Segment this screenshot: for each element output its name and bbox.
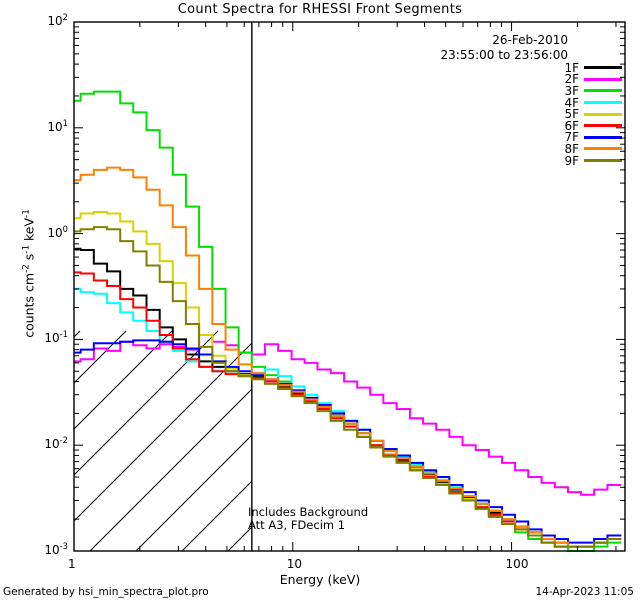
legend-item-2f: 2F — [564, 72, 622, 87]
x-tick-label: 100 — [505, 557, 529, 571]
legend-label: 3F — [564, 83, 579, 98]
y-tick-label: 10-3 — [44, 541, 68, 557]
page-title: Count Spectra for RHESSI Front Segments — [177, 2, 463, 17]
series-line-8f — [74, 166, 622, 548]
legend-color-swatch — [584, 77, 622, 81]
header-date: 26-Feb-2010 — [492, 33, 568, 47]
y-tick-label: 101 — [47, 117, 68, 134]
series-line-9f — [74, 226, 622, 548]
x-tick-label: 10 — [286, 557, 303, 571]
legend-label: 7F — [564, 130, 579, 145]
legend-label: 8F — [564, 141, 579, 156]
footer-generator: Generated by hsi_min_spectra_plot.pro — [3, 586, 209, 598]
legend-label: 9F — [564, 153, 579, 168]
header-time-range: 23:55:00 to 23:56:00 — [440, 48, 568, 62]
legend-label: 6F — [564, 118, 579, 133]
legend-color-swatch — [584, 147, 622, 151]
legend-color-swatch — [584, 66, 622, 70]
legend-color-swatch — [584, 89, 622, 93]
legend-label: 5F — [564, 107, 579, 122]
legend-item-3f: 3F — [564, 85, 622, 97]
x-axis-label: Energy (keV) — [279, 572, 361, 587]
legend-item-9f: 9F — [564, 155, 622, 167]
legend-label: 2F — [564, 72, 579, 87]
y-tick-label: 100 — [47, 223, 68, 240]
x-tick-label: 1 — [68, 557, 76, 571]
hatched-exclusion-region — [74, 330, 252, 551]
y-axis-label: counts cm-2 s-1 keV-1 — [21, 209, 37, 338]
legend-color-swatch — [584, 124, 622, 128]
legend-color-swatch — [584, 135, 622, 139]
legend-color-swatch — [584, 101, 622, 105]
legend-item-5f: 5F — [564, 108, 622, 120]
legend-item-7f: 7F — [564, 130, 622, 145]
footer-timestamp: 14-Apr-2023 11:05 — [535, 586, 634, 598]
legend-item-8f: 8F — [564, 143, 622, 155]
legend-color-swatch — [584, 112, 622, 116]
legend-item-1f: 1F — [564, 62, 622, 74]
y-tick-label: 102 — [47, 12, 68, 28]
legend-item-4f: 4F — [564, 97, 622, 109]
legend-label: 1F — [564, 60, 579, 75]
y-tick-label: 10-2 — [44, 435, 68, 452]
legend-color-swatch — [584, 159, 622, 163]
legend: 1F 2F 3F 4F 5F 6F 7F 8F 9F — [564, 62, 622, 167]
series-line-1f — [74, 247, 622, 548]
legend-label: 4F — [564, 95, 579, 110]
plot-annotation: Includes Background Att A3, FDecim 1 — [248, 505, 369, 532]
legend-item-6f: 6F — [564, 120, 622, 132]
series-line-2f — [74, 334, 622, 496]
series-line-5f — [74, 211, 622, 548]
plot-frame — [73, 21, 626, 552]
y-tick-label: 10-1 — [44, 329, 68, 346]
